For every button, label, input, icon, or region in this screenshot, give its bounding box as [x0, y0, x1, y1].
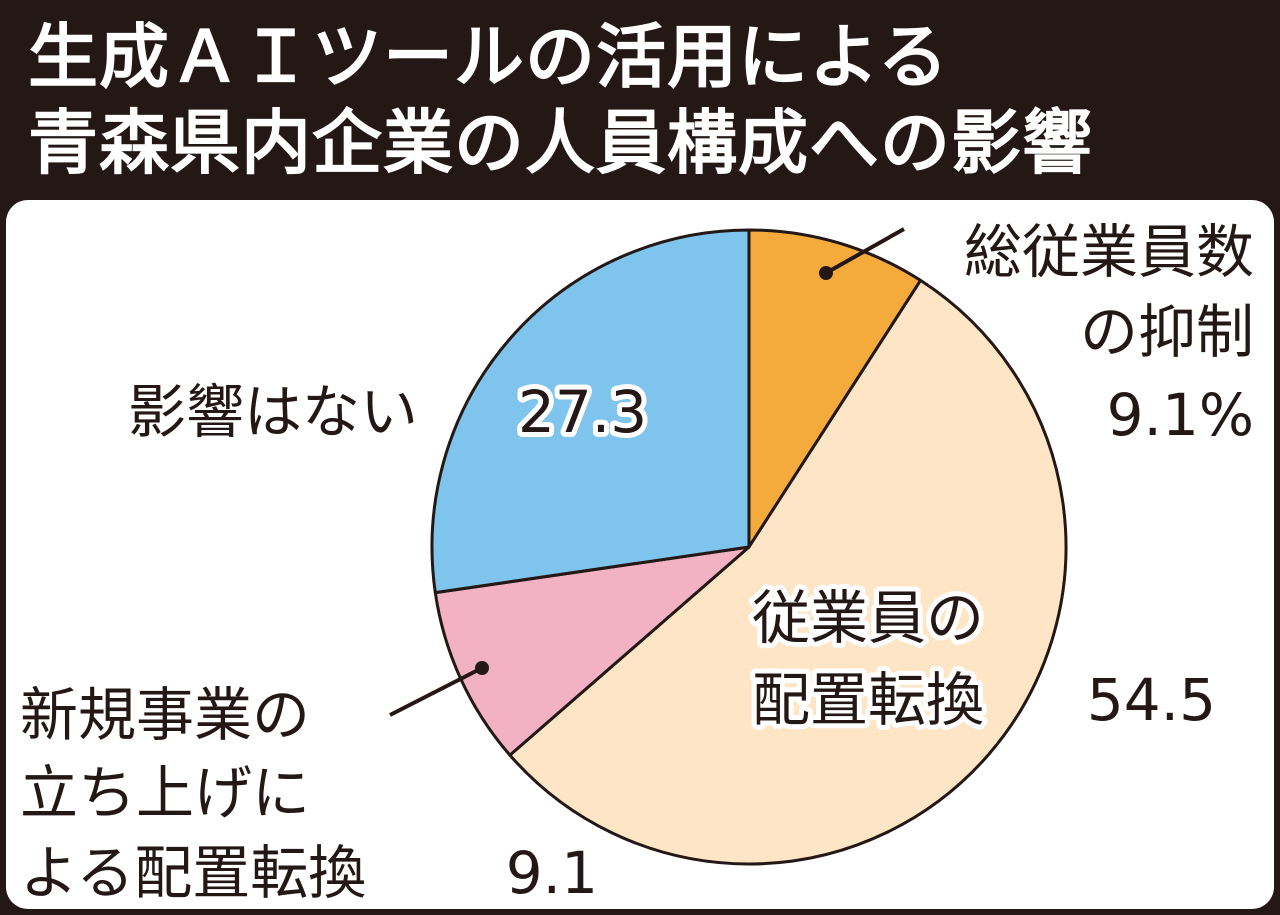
slice-value-new-business: 9.1	[506, 839, 598, 907]
pie-slices	[430, 228, 1068, 866]
pie-slice-relocation	[508, 278, 1068, 866]
pie-slice-no-impact	[430, 228, 751, 595]
chart-title: 生成ＡＩツールの活用による 青森県内企業の人員構成への影響	[0, 0, 1280, 200]
leader-dot-new-business	[475, 661, 489, 675]
slice-label-suppression-1: 総従業員数	[964, 218, 1254, 286]
slice-label-relocation-1: 従業員の	[752, 584, 984, 652]
slice-value-relocation: 54.5	[1087, 666, 1216, 734]
slice-label-new-business-2: 立ち上げに	[20, 759, 310, 827]
leader-lines	[389, 227, 905, 717]
slice-value-suppression: 9.1%	[1107, 381, 1254, 449]
slice-label-relocation-2: 配置転換	[752, 666, 984, 734]
slice-label-new-business-3: よる配置転換	[20, 839, 366, 907]
title-line-2: 青森県内企業の人員構成への影響	[28, 102, 1093, 184]
leader-line-new-business	[389, 666, 483, 717]
leader-dot-suppression	[819, 266, 833, 280]
pie-chart: 総従業員数 の抑制 9.1% 従業員の 配置転換 54.5 新規事業の 立ち上げ…	[20, 218, 1254, 907]
slice-label-no-impact: 影響はない	[128, 378, 418, 446]
chart-panel: 総従業員数 の抑制 9.1% 従業員の 配置転換 54.5 新規事業の 立ち上げ…	[6, 200, 1274, 909]
title-line-1: 生成ＡＩツールの活用による	[28, 16, 949, 98]
slice-label-new-business-1: 新規事業の	[20, 681, 310, 749]
pie-slice-suppression	[747, 228, 923, 549]
slice-value-no-impact: 27.3	[518, 378, 647, 446]
slice-label-suppression-2: の抑制	[1080, 298, 1254, 366]
leader-line-suppression	[825, 227, 905, 275]
